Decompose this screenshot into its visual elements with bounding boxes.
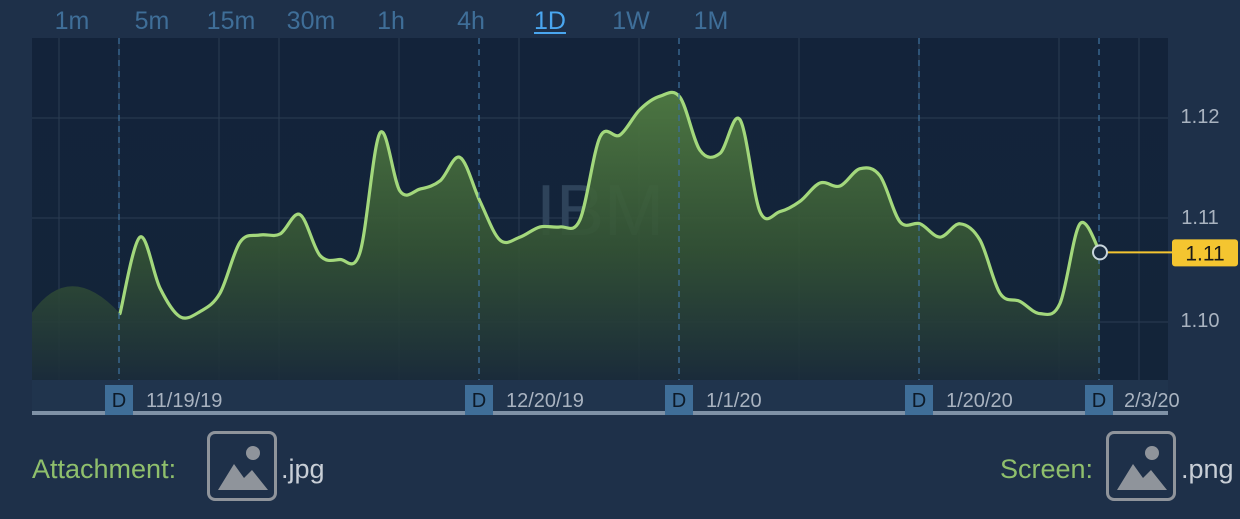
image-placeholder-icon [1117,446,1167,490]
screen-extension: .png [1181,454,1234,484]
x-axis-band [32,380,1168,411]
day-marker-label: D [1092,390,1106,412]
screen-label: Screen: [1000,454,1094,484]
current-price-label: 1.11 [1185,242,1224,265]
timeframe-4h-button[interactable]: 4h [457,7,485,35]
timeframe-15m-button[interactable]: 15m [206,7,256,35]
timeframe-bar: 1m 5m 15m 30m 1h 4h 1D 1W 1M [0,0,1240,38]
timeframe-1m-button[interactable]: 1M [693,7,729,35]
x-axis-tick-label: 12/20/19 [506,390,584,412]
day-marker-label: D [912,390,926,412]
image-placeholder-icon [218,446,268,490]
timeframe-1h-button[interactable]: 1h [377,7,405,35]
x-axis-tick-label: 1/20/20 [946,390,1013,412]
y-axis-tick-label: 1.11 [1181,207,1218,229]
x-axis-tick-label: 11/19/19 [146,390,222,412]
timeframe-5m-button[interactable]: 5m [134,7,170,35]
horizontal-scrollbar [32,411,1168,415]
current-price-tag [1172,239,1238,267]
timeframe-1w-button[interactable]: 1W [612,7,650,35]
last-point-marker [1092,244,1108,261]
day-marker-tag [465,385,493,415]
timeframe-1d-button[interactable]: 1D [534,7,566,35]
day-marker-label: D [472,390,486,412]
price-chart[interactable]: IBM1.111.121.111.10DDDDD11/19/1912/20/19… [0,0,1240,419]
attachment-extension: .jpg [281,454,325,484]
x-axis-tick-label: 1/1/20 [706,390,762,412]
day-marker-tag [905,385,933,415]
screen-image-thumbnail[interactable] [1106,431,1176,501]
attachment-image-thumbnail[interactable] [207,431,277,501]
attachment-label: Attachment: [32,454,177,484]
x-axis-tick-label: 2/3/20 [1124,390,1180,412]
day-marker-tag [105,385,133,415]
price-line [118,90,1102,320]
attachment-footer: Attachment: .jpg Screen: .png [0,419,1240,519]
price-area-fill [32,92,1100,380]
timeframe-1m-button[interactable]: 1m [54,7,90,35]
day-marker-tag [1085,385,1113,415]
timeframe-30m-button[interactable]: 30m [286,7,336,35]
day-marker-tag [665,385,693,415]
y-axis-tick-label: 1.12 [1181,106,1220,128]
y-axis-tick-label: 1.10 [1181,310,1220,332]
day-marker-label: D [112,390,126,412]
day-marker-label: D [672,390,686,412]
